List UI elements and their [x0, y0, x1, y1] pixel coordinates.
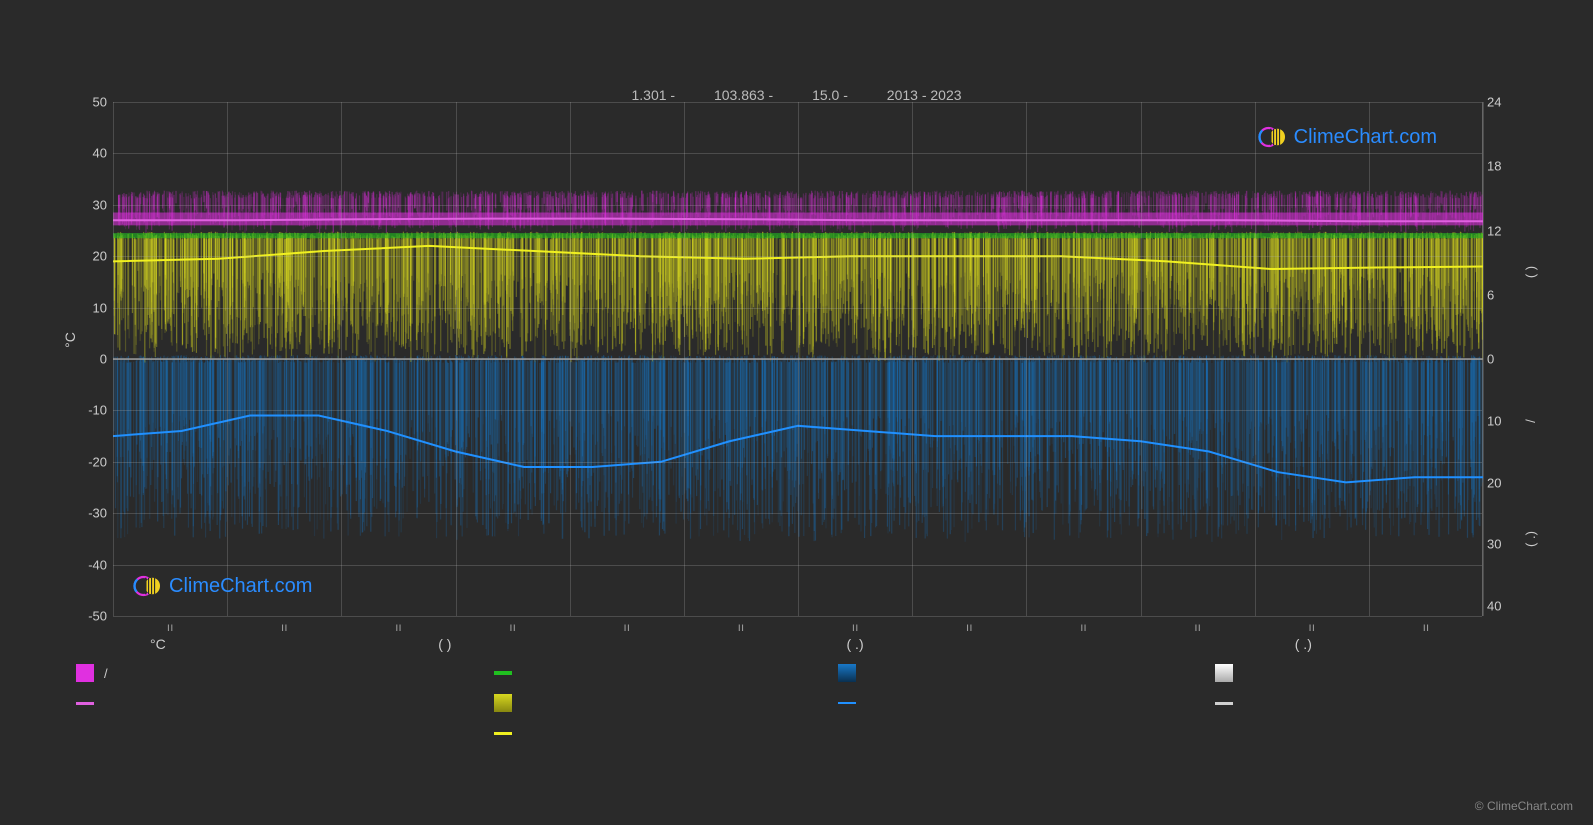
swatch-blue-line	[838, 702, 856, 704]
y-right-extra-labels: ( )/( .)	[1523, 102, 1543, 616]
legend-temp-line	[76, 692, 414, 714]
legend-col-2	[414, 662, 832, 744]
legend-green-bar	[494, 662, 832, 684]
legend-grey-line	[1215, 692, 1553, 714]
swatch-blue-box	[838, 664, 856, 682]
watermark-bottom: ClimeChart.com	[133, 571, 312, 601]
swatch-grey-line	[1215, 702, 1233, 705]
legend-col-3	[832, 662, 1176, 744]
legend-col-1: /	[70, 662, 414, 744]
lon-value: 103.863 -	[714, 87, 773, 103]
watermark-top: ClimeChart.com	[1258, 122, 1437, 152]
lat-value: 1.301 -	[631, 87, 675, 103]
legend-precip-line	[838, 692, 1176, 714]
elev-value: 15.0 -	[812, 87, 848, 103]
chart-header: 1.301 - 103.863 - 15.0 - 2013 - 2023	[40, 87, 1553, 103]
legend-header-4: ( .)	[1105, 636, 1553, 652]
climate-chart: 1.301 - 103.863 - 15.0 - 2013 - 2023 °C …	[40, 40, 1553, 640]
legend-temp-box-label: /	[104, 666, 108, 681]
legend-precip-box	[838, 662, 1176, 684]
swatch-magenta-box	[76, 664, 94, 682]
legend-headers: °C ( ) ( .) ( .)	[120, 636, 1553, 652]
legend-header-1: °C	[120, 636, 408, 652]
swatch-green-line	[494, 671, 512, 675]
y-left-axis-label: °C	[62, 332, 78, 348]
legend-temp-box: /	[76, 662, 414, 684]
legend-sun-box	[494, 692, 832, 714]
y-right-ticks: 2418126010203040	[1479, 102, 1519, 616]
copyright: © ClimeChart.com	[1475, 799, 1573, 813]
y-left-ticks: 50403020100-10-20-30-40-50	[80, 102, 110, 616]
legend-sun-line	[494, 722, 832, 744]
swatch-yellow-box	[494, 694, 512, 712]
legend-col-4	[1175, 662, 1553, 744]
swatch-magenta-line	[76, 702, 94, 705]
swatch-yellow-line	[494, 732, 512, 735]
legend: /	[70, 662, 1553, 744]
watermark-text: ClimeChart.com	[1294, 126, 1437, 149]
legend-header-3: ( .)	[697, 636, 1105, 652]
swatch-grey-box	[1215, 664, 1233, 682]
legend-grey-box	[1215, 662, 1553, 684]
legend-header-2: ( )	[408, 636, 696, 652]
watermark-text: ClimeChart.com	[169, 575, 312, 598]
plot-area: ClimeChart.com ClimeChart.com	[113, 102, 1483, 616]
years-value: 2013 - 2023	[887, 87, 962, 103]
